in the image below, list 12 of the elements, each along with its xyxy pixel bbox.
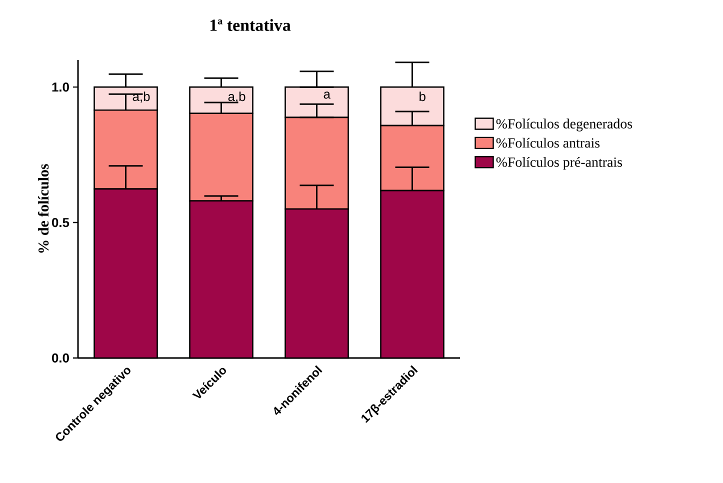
- annotation: a,b: [132, 92, 150, 103]
- y-tick-label: 0.5: [52, 218, 70, 228]
- y-tick-label: 0.0: [52, 353, 69, 363]
- legend-label: %Folículos degenerados: [496, 118, 632, 132]
- annotation: b: [420, 92, 426, 102]
- y-axis-title: % de folículos: [38, 164, 49, 253]
- y-tick-label: 1.0: [52, 82, 69, 92]
- annotation: a: [324, 92, 330, 99]
- chart-title: 1ª tentativa: [210, 19, 291, 31]
- annotation: a,b: [228, 92, 246, 103]
- legend-label: %Folículos antrais: [496, 138, 600, 148]
- legend-label: %Folículos pré-antrais: [496, 157, 622, 170]
